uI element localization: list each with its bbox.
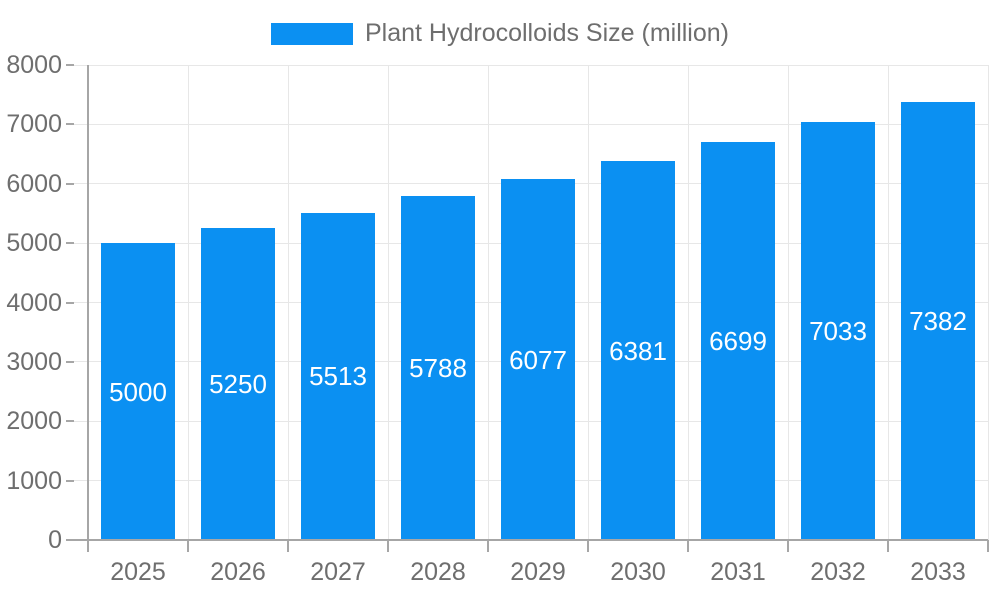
x-axis-label: 2030 — [610, 558, 666, 586]
bar-value-label: 5513 — [309, 361, 367, 392]
y-axis-tick — [66, 64, 74, 66]
x-axis-tick — [87, 540, 89, 552]
x-axis-tick — [687, 540, 689, 552]
h-gridline — [74, 64, 988, 66]
bar[interactable]: 6699 — [701, 142, 775, 540]
x-axis-line — [66, 539, 988, 541]
y-axis-label: 8000 — [6, 51, 62, 79]
y-axis-label: 5000 — [6, 229, 62, 258]
y-axis-tick — [66, 123, 74, 126]
bar[interactable]: 7033 — [801, 122, 875, 540]
chart-legend[interactable]: Plant Hydrocolloids Size (million) — [0, 19, 1000, 48]
bar[interactable]: 5250 — [201, 228, 275, 540]
bar-value-label: 6077 — [509, 344, 567, 375]
bar-value-label: 5000 — [109, 376, 167, 407]
bar-value-label: 5250 — [209, 369, 267, 400]
bar[interactable]: 7382 — [901, 101, 975, 540]
x-axis-label: 2029 — [510, 558, 566, 586]
v-gridline — [287, 65, 289, 540]
bar[interactable]: 5513 — [301, 212, 375, 540]
bar-value-label: 6699 — [709, 326, 767, 357]
x-axis-label: 2032 — [810, 558, 866, 586]
x-axis-label: 2025 — [110, 558, 166, 586]
v-gridline — [587, 65, 589, 540]
y-axis-tick — [66, 479, 74, 482]
y-axis-label: 6000 — [6, 169, 62, 198]
y-axis-label: 7000 — [6, 110, 62, 139]
v-gridline — [787, 65, 789, 540]
x-axis-label: 2028 — [410, 558, 466, 586]
y-axis-label: 0 — [48, 526, 62, 554]
x-axis-tick — [287, 540, 289, 552]
x-axis-tick — [887, 540, 889, 552]
bar[interactable]: 5000 — [101, 243, 175, 540]
bar-value-label: 6381 — [609, 335, 667, 366]
y-axis-tick — [66, 242, 74, 245]
x-axis-label: 2033 — [910, 558, 966, 586]
bar-value-label: 5788 — [409, 353, 467, 384]
y-axis-tick — [66, 420, 74, 423]
y-axis-tick — [66, 360, 74, 363]
y-axis-tick — [66, 301, 74, 304]
h-gridline — [74, 123, 988, 125]
x-axis-tick — [787, 540, 789, 552]
v-gridline — [687, 65, 689, 540]
v-gridline — [987, 65, 989, 540]
bar[interactable]: 5788 — [401, 196, 475, 540]
y-axis-label: 3000 — [6, 347, 62, 376]
x-axis-tick — [987, 540, 989, 552]
bar-value-label: 7033 — [809, 316, 867, 347]
bar[interactable]: 6381 — [601, 161, 675, 540]
y-axis-label: 1000 — [6, 466, 62, 495]
x-axis-tick — [187, 540, 189, 552]
v-gridline — [487, 65, 489, 540]
x-axis-label: 2031 — [710, 558, 766, 586]
v-gridline — [187, 65, 189, 540]
v-gridline — [387, 65, 389, 540]
y-axis-tick — [66, 182, 74, 185]
x-axis-tick — [487, 540, 489, 552]
x-axis-tick — [587, 540, 589, 552]
bar[interactable]: 6077 — [501, 179, 575, 540]
y-axis-line — [87, 65, 89, 540]
v-gridline — [887, 65, 889, 540]
x-axis-label: 2026 — [210, 558, 266, 586]
y-axis-label: 2000 — [6, 407, 62, 436]
bar-value-label: 7382 — [909, 305, 967, 336]
legend-swatch — [270, 22, 353, 45]
x-axis-label: 2027 — [310, 558, 366, 586]
x-axis-tick — [387, 540, 389, 552]
y-axis-label: 4000 — [6, 288, 62, 317]
legend-label: Plant Hydrocolloids Size (million) — [364, 19, 729, 47]
